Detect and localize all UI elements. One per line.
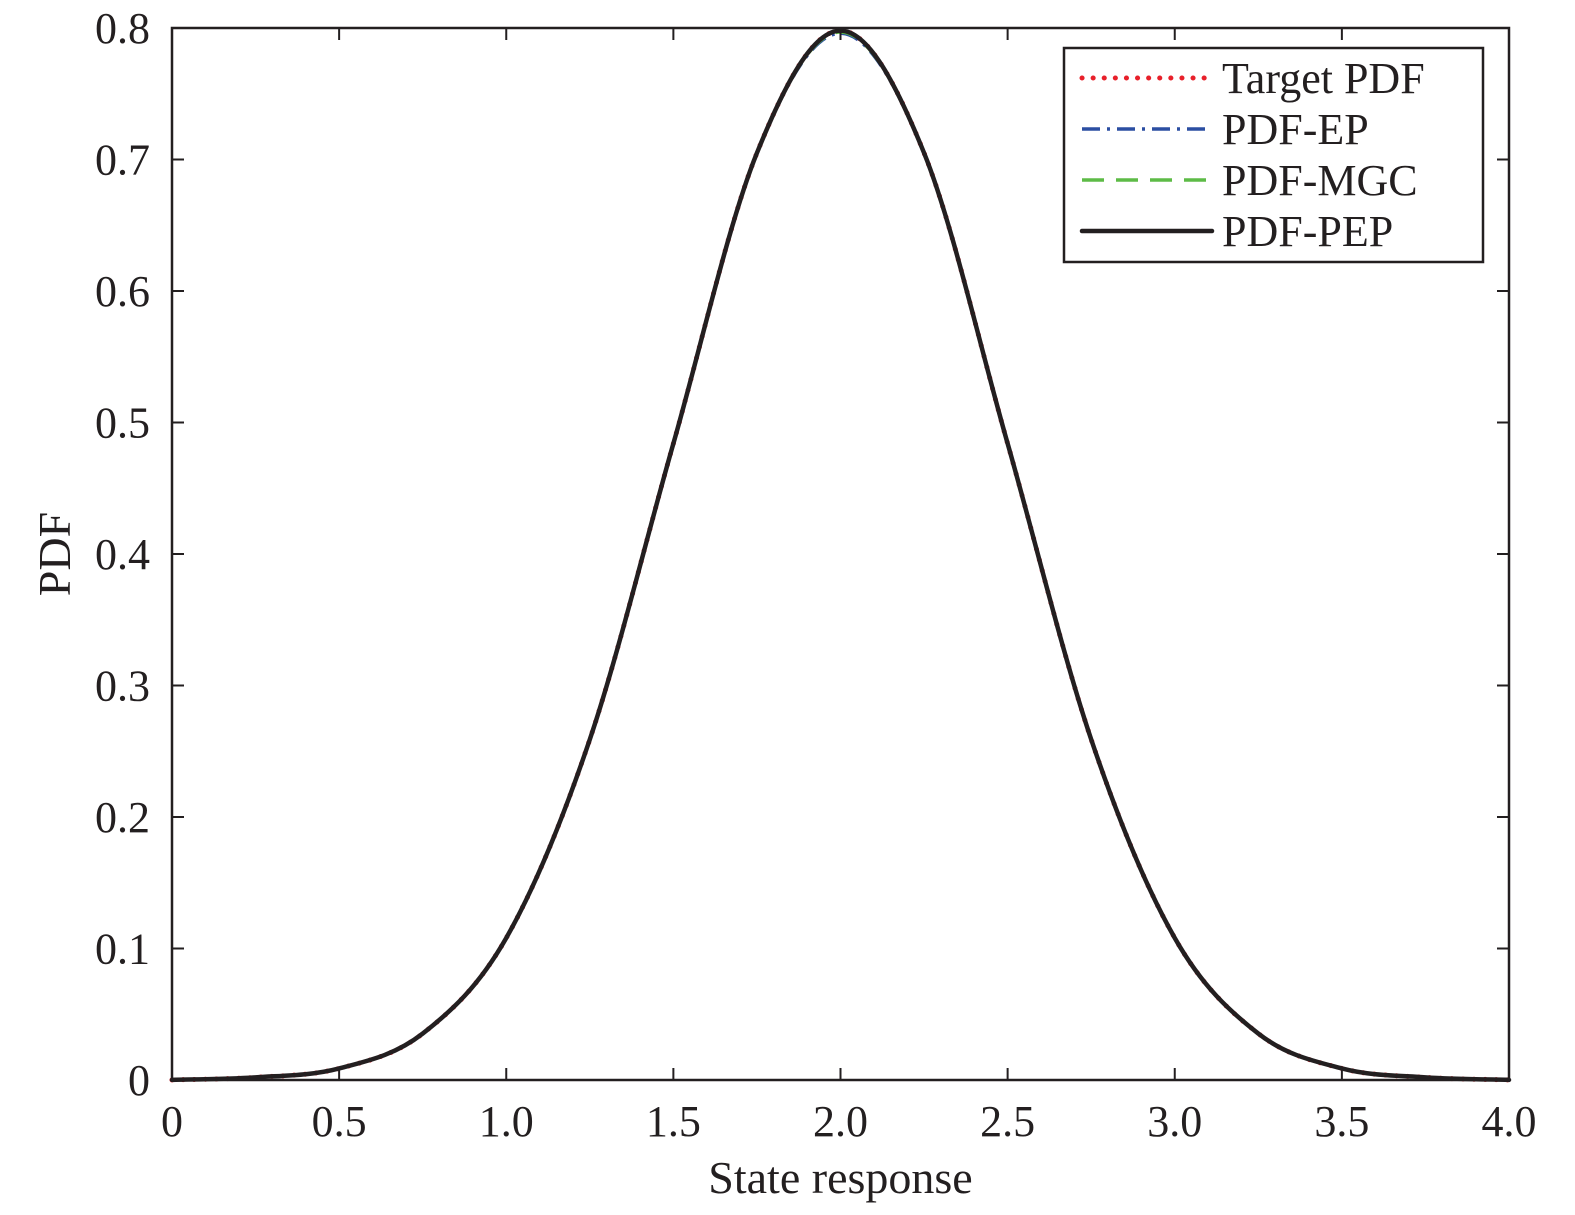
x-tick-label: 0	[161, 1097, 183, 1146]
x-tick-label: 3.0	[1147, 1097, 1202, 1146]
x-tick-label: 4.0	[1482, 1097, 1537, 1146]
x-tick-label: 1.0	[479, 1097, 534, 1146]
legend-box	[1062, 46, 1485, 264]
legend-label-pdf-ep: PDF-EP	[1222, 105, 1369, 154]
x-tick-label: 2.0	[813, 1097, 868, 1146]
y-tick-label: 0.2	[95, 793, 150, 842]
y-tick-label: 0.8	[95, 4, 150, 53]
x-tick-label: 1.5	[646, 1097, 701, 1146]
y-tick-label: 0.5	[95, 399, 150, 448]
ticks-layer: 0 0.5 1.0 1.5 2.0 2.5 3.0 3.5 4.0 0 0.1 0.2 0.3 0.4 0.…	[95, 4, 1537, 1146]
x-tick-label: 3.5	[1314, 1097, 1369, 1146]
y-axis-title: PDF	[29, 512, 80, 596]
y-tick-label: 0.6	[95, 267, 150, 316]
x-tick-label: 0.5	[312, 1097, 367, 1146]
legend-label-pdf-pep: PDF-PEP	[1222, 207, 1393, 256]
legend-label-target-pdf: Target PDF	[1222, 54, 1425, 103]
y-tick-label: 0	[128, 1056, 150, 1105]
y-tick-label: 0.3	[95, 662, 150, 711]
y-tick-label: 0.7	[95, 136, 150, 185]
x-axis-title: State response	[708, 1152, 972, 1203]
x-tick-label: 2.5	[980, 1097, 1035, 1146]
y-tick-label: 0.4	[95, 530, 150, 579]
legend-label-pdf-mgc: PDF-MGC	[1222, 156, 1418, 205]
y-tick-label: 0.1	[95, 925, 150, 974]
